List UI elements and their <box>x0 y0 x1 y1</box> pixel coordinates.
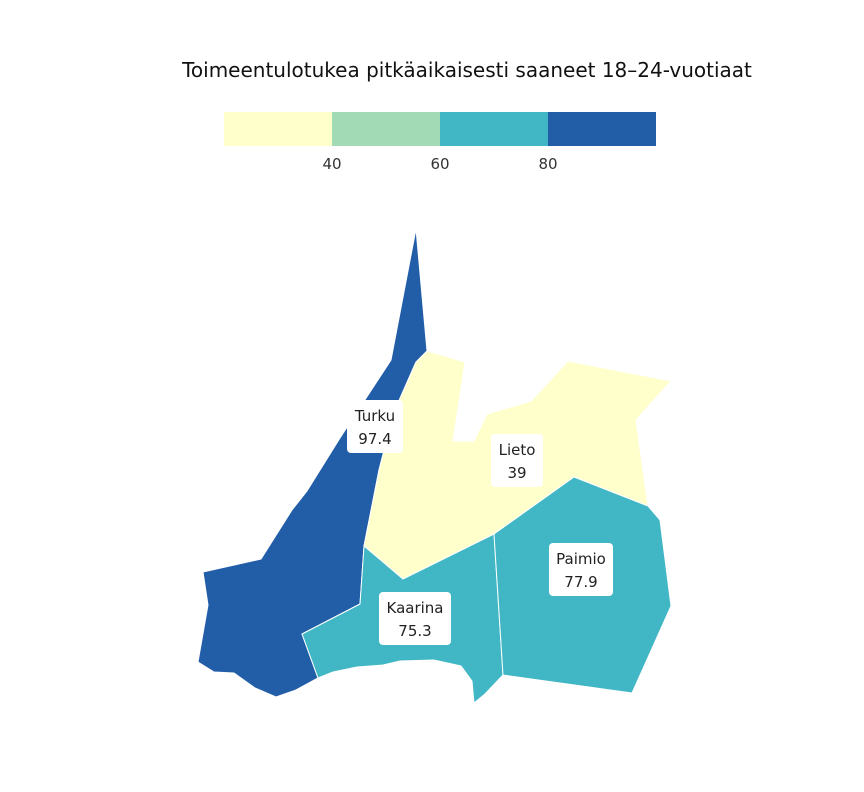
region-value-turku: 97.4 <box>358 430 391 448</box>
legend-swatch-4 <box>548 112 656 146</box>
region-name-lieto: Lieto <box>499 441 536 459</box>
map-title: Toimeentulotukea pitkäaikaisesti saaneet… <box>182 58 752 82</box>
label-kaarina: Kaarina 75.3 <box>379 592 451 645</box>
region-name-paimio: Paimio <box>556 550 606 568</box>
region-value-paimio: 77.9 <box>564 573 597 591</box>
legend-tick-60: 60 <box>430 155 449 173</box>
region-value-kaarina: 75.3 <box>398 622 431 640</box>
region-name-turku: Turku <box>354 407 395 425</box>
legend: 40 60 80 <box>224 112 656 173</box>
label-paimio: Paimio 77.9 <box>549 543 613 596</box>
legend-swatch-3 <box>440 112 548 146</box>
label-turku: Turku 97.4 <box>347 400 403 453</box>
legend-tick-40: 40 <box>322 155 341 173</box>
region-value-lieto: 39 <box>507 464 526 482</box>
region-name-kaarina: Kaarina <box>387 599 444 617</box>
legend-swatch-1 <box>224 112 332 146</box>
legend-tick-80: 80 <box>538 155 557 173</box>
legend-swatch-2 <box>332 112 440 146</box>
label-lieto: Lieto 39 <box>491 434 543 487</box>
